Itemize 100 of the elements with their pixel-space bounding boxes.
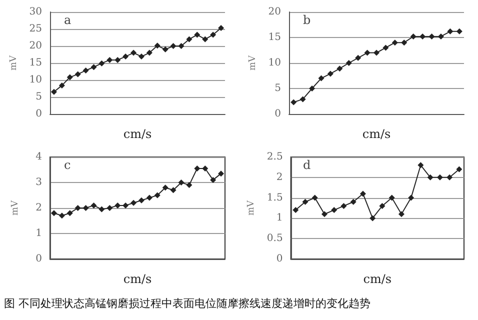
point bbox=[58, 212, 65, 219]
point bbox=[98, 60, 105, 66]
point bbox=[90, 202, 97, 208]
point bbox=[364, 50, 370, 56]
point bbox=[218, 24, 224, 31]
y-tick-label: 10 bbox=[29, 74, 42, 86]
point bbox=[122, 202, 129, 208]
point bbox=[130, 200, 137, 206]
point bbox=[50, 210, 57, 216]
annotation: c bbox=[64, 158, 71, 172]
y-tick-label: 0 bbox=[36, 108, 42, 120]
point bbox=[318, 75, 324, 82]
point bbox=[106, 205, 113, 211]
point bbox=[327, 70, 334, 77]
point bbox=[82, 67, 89, 74]
point bbox=[408, 194, 414, 201]
x-axis-title: cm/s bbox=[362, 127, 391, 141]
point bbox=[106, 56, 113, 63]
point bbox=[331, 207, 338, 214]
point bbox=[154, 192, 160, 198]
point bbox=[90, 64, 97, 70]
y-axis-title: mV bbox=[8, 54, 19, 71]
point bbox=[202, 165, 208, 172]
y-tick-label: 15 bbox=[268, 32, 281, 43]
y-tick-label: 0 bbox=[274, 108, 281, 120]
point bbox=[194, 32, 200, 38]
y-tick-label: 4 bbox=[36, 152, 42, 162]
point bbox=[350, 198, 356, 205]
point bbox=[292, 207, 299, 214]
y-tick-label: 20 bbox=[29, 40, 42, 52]
point bbox=[436, 174, 443, 180]
y-axis-title: mV bbox=[10, 200, 20, 216]
point bbox=[82, 205, 89, 211]
point bbox=[336, 66, 343, 72]
point bbox=[309, 86, 316, 92]
y-tick-label: 5 bbox=[36, 92, 42, 102]
y-tick-label: 2 bbox=[276, 172, 283, 183]
point bbox=[398, 211, 404, 218]
point bbox=[74, 205, 81, 211]
point bbox=[346, 60, 352, 66]
annotation: d bbox=[303, 158, 311, 172]
point bbox=[178, 43, 184, 49]
y-tick-label: 3 bbox=[36, 177, 42, 188]
point bbox=[122, 54, 129, 60]
point bbox=[428, 33, 435, 40]
point bbox=[370, 215, 376, 222]
point bbox=[146, 194, 152, 201]
y-tick-label: 2 bbox=[36, 202, 42, 214]
point bbox=[401, 40, 408, 46]
point bbox=[154, 42, 160, 49]
point bbox=[360, 190, 366, 197]
point bbox=[74, 71, 81, 78]
point bbox=[374, 50, 380, 56]
y-tick-label: 20 bbox=[268, 6, 281, 18]
text: 图 不同处理状态高锰钢磨损过程中表面电位随摩擦线速度递增时的变化趋势 bbox=[4, 296, 372, 311]
point bbox=[456, 166, 462, 172]
point bbox=[138, 54, 144, 60]
point bbox=[202, 36, 208, 42]
point bbox=[379, 202, 386, 209]
point bbox=[58, 82, 65, 88]
y-tick-label: 0.5 bbox=[266, 233, 283, 244]
point bbox=[300, 96, 306, 102]
point bbox=[210, 176, 216, 183]
point bbox=[114, 202, 121, 208]
point bbox=[321, 211, 328, 218]
point bbox=[355, 54, 362, 61]
point bbox=[312, 194, 318, 201]
point bbox=[210, 32, 216, 38]
point bbox=[186, 182, 192, 188]
y-tick-label: 15 bbox=[29, 58, 42, 68]
point bbox=[218, 170, 224, 177]
x-axis-title: cm/s bbox=[363, 272, 392, 286]
x-axis-title: cm/s bbox=[123, 127, 152, 141]
point bbox=[418, 162, 424, 168]
annotation: a bbox=[64, 13, 72, 27]
point bbox=[302, 198, 308, 205]
point bbox=[388, 194, 395, 201]
y-tick-label: 25 bbox=[29, 24, 42, 34]
point bbox=[186, 36, 192, 42]
point bbox=[170, 43, 176, 49]
point bbox=[392, 40, 398, 46]
y-axis-title: mV bbox=[246, 200, 256, 216]
y-tick-label: 30 bbox=[29, 6, 42, 18]
point bbox=[114, 56, 121, 63]
point bbox=[382, 44, 389, 51]
y-tick-label: 2.5 bbox=[266, 152, 283, 162]
annotation: b bbox=[303, 13, 311, 27]
y-tick-label: 0 bbox=[36, 254, 42, 264]
point bbox=[130, 50, 137, 56]
point bbox=[427, 174, 434, 180]
point bbox=[410, 33, 416, 40]
point bbox=[446, 174, 453, 180]
point bbox=[456, 28, 462, 34]
point bbox=[290, 99, 297, 106]
y-tick-label: 1 bbox=[276, 212, 283, 224]
point bbox=[162, 184, 168, 191]
point bbox=[178, 180, 184, 186]
y-tick-label: 5 bbox=[274, 83, 281, 94]
point bbox=[66, 210, 73, 216]
y-tick-label: 10 bbox=[268, 58, 281, 68]
